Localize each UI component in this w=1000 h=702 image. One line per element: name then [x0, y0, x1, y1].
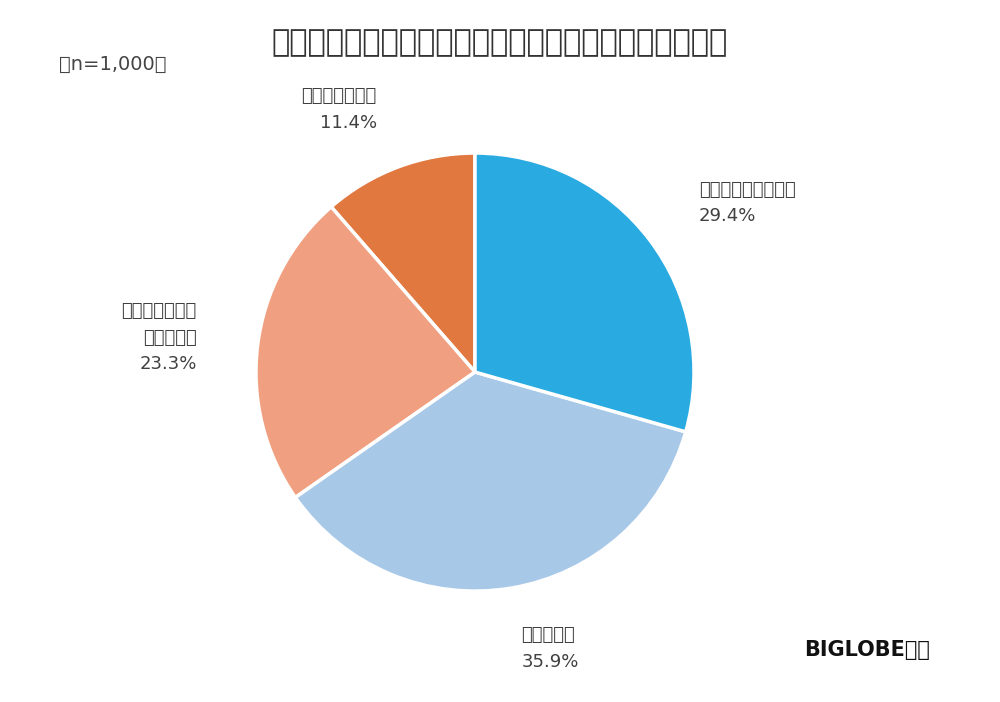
Text: 積極的に接種したい
29.4%: 積極的に接種したい 29.4% — [699, 181, 795, 225]
Wedge shape — [295, 372, 686, 591]
Text: BIGLOBE調べ: BIGLOBE調べ — [804, 640, 930, 660]
Text: （n=1,000）: （n=1,000） — [59, 55, 166, 74]
Text: 接種したくない
11.4%: 接種したくない 11.4% — [301, 87, 377, 132]
Text: できるだけ接種
したくない
23.3%: できるだけ接種 したくない 23.3% — [122, 303, 197, 373]
Wedge shape — [256, 207, 475, 498]
Wedge shape — [475, 153, 694, 432]
Text: 今後、定期的なワクチン接種が必要であればどうするか: 今後、定期的なワクチン接種が必要であればどうするか — [272, 28, 728, 57]
Text: 接種したい
35.9%: 接種したい 35.9% — [521, 626, 579, 670]
Wedge shape — [331, 153, 475, 372]
